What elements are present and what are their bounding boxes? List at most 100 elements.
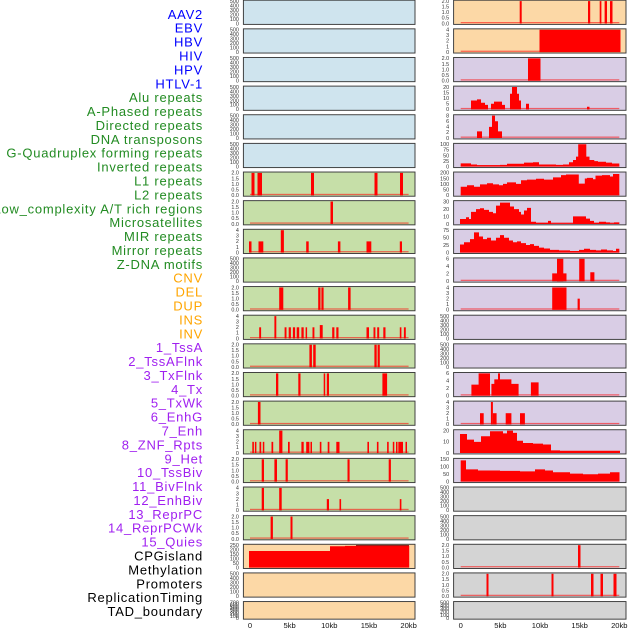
svg-text:Promoters: Promoters: [136, 576, 203, 591]
svg-text:15: 15: [443, 90, 449, 96]
svg-text:25: 25: [443, 243, 449, 249]
svg-text:0.0: 0.0: [231, 193, 239, 199]
svg-text:0: 0: [236, 136, 239, 142]
svg-text:300: 300: [440, 607, 449, 613]
svg-text:0: 0: [236, 451, 239, 457]
svg-text:0: 0: [236, 594, 239, 600]
svg-text:14_ReprPCWk: 14_ReprPCWk: [108, 521, 203, 536]
svg-text:0.5: 0.5: [442, 73, 450, 79]
svg-text:300: 300: [440, 351, 449, 357]
svg-text:2.0: 2.0: [442, 56, 450, 62]
svg-text:3: 3: [446, 33, 449, 39]
svg-text:TAD_boundary: TAD_boundary: [108, 604, 203, 619]
svg-text:Alu repeats: Alu repeats: [129, 90, 203, 105]
svg-text:L1 repeats: L1 repeats: [134, 173, 203, 188]
svg-text:100: 100: [440, 504, 449, 510]
svg-text:500: 500: [230, 85, 239, 91]
svg-text:250: 250: [230, 543, 239, 549]
svg-text:50: 50: [443, 188, 449, 194]
svg-text:2_TssAFlnk: 2_TssAFlnk: [128, 354, 203, 369]
svg-text:2.0: 2.0: [442, 543, 450, 549]
svg-text:50: 50: [443, 153, 449, 159]
svg-text:500: 500: [440, 343, 449, 349]
svg-text:0.0: 0.0: [231, 537, 239, 543]
svg-text:500: 500: [230, 28, 239, 34]
svg-text:0: 0: [248, 621, 252, 630]
svg-text:0.0: 0.0: [442, 565, 450, 571]
svg-text:100: 100: [230, 614, 239, 620]
svg-text:1.5: 1.5: [442, 5, 450, 11]
svg-text:6: 6: [446, 257, 449, 263]
svg-text:200: 200: [230, 156, 239, 162]
svg-text:400: 400: [440, 519, 449, 525]
svg-text:4: 4: [446, 285, 449, 291]
svg-text:1.0: 1.0: [442, 554, 450, 560]
svg-text:1: 1: [236, 445, 239, 451]
svg-text:0: 0: [236, 21, 239, 27]
svg-text:10kb: 10kb: [321, 621, 337, 630]
svg-text:100: 100: [440, 360, 449, 366]
svg-text:0.5: 0.5: [442, 560, 450, 566]
svg-text:EBV: EBV: [175, 21, 203, 36]
svg-text:5kb: 5kb: [494, 621, 506, 630]
svg-text:1.0: 1.0: [231, 468, 239, 474]
svg-text:100: 100: [230, 17, 239, 23]
svg-text:400: 400: [230, 147, 239, 153]
svg-text:400: 400: [440, 490, 449, 496]
svg-text:500: 500: [440, 486, 449, 492]
svg-text:0.0: 0.0: [442, 21, 450, 27]
svg-text:0: 0: [236, 336, 239, 342]
svg-text:400: 400: [230, 261, 239, 267]
svg-text:0: 0: [446, 508, 449, 514]
svg-text:DEL: DEL: [175, 285, 203, 300]
svg-text:200: 200: [230, 70, 239, 76]
svg-text:500: 500: [230, 257, 239, 263]
svg-text:300: 300: [230, 266, 239, 272]
svg-text:100: 100: [230, 590, 239, 596]
svg-text:20kb: 20kb: [611, 621, 627, 630]
svg-text:100: 100: [440, 182, 449, 188]
svg-text:100: 100: [230, 556, 239, 562]
svg-text:200: 200: [230, 41, 239, 47]
svg-text:0: 0: [446, 616, 449, 622]
svg-text:2: 2: [446, 296, 449, 302]
svg-text:3: 3: [236, 491, 239, 497]
svg-text:2.0: 2.0: [231, 371, 239, 377]
svg-text:100: 100: [230, 131, 239, 137]
svg-text:400: 400: [440, 347, 449, 353]
svg-text:200: 200: [230, 98, 239, 104]
svg-text:1.5: 1.5: [231, 377, 239, 383]
svg-text:0: 0: [446, 164, 449, 170]
svg-text:200: 200: [440, 171, 449, 177]
svg-text:400: 400: [230, 32, 239, 38]
svg-text:200: 200: [440, 499, 449, 505]
svg-text:1: 1: [446, 44, 449, 50]
svg-text:200: 200: [440, 528, 449, 534]
svg-text:1.0: 1.0: [231, 382, 239, 388]
svg-text:1.0: 1.0: [442, 583, 450, 589]
svg-text:4_Tx: 4_Tx: [171, 382, 203, 397]
svg-text:Microsatellites: Microsatellites: [109, 215, 203, 230]
svg-text:10kb: 10kb: [532, 621, 548, 630]
svg-text:0.5: 0.5: [231, 359, 239, 365]
svg-text:4: 4: [236, 314, 239, 320]
svg-text:2: 2: [236, 440, 239, 446]
svg-text:7_Enh: 7_Enh: [162, 424, 203, 439]
svg-text:0.5: 0.5: [442, 16, 450, 22]
svg-text:1.5: 1.5: [231, 463, 239, 469]
svg-text:0: 0: [446, 308, 449, 314]
svg-text:2.0: 2.0: [231, 514, 239, 520]
svg-text:4: 4: [446, 125, 449, 131]
svg-text:100: 100: [230, 74, 239, 80]
svg-text:2.0: 2.0: [231, 343, 239, 349]
svg-text:200: 200: [440, 327, 449, 333]
svg-text:5: 5: [446, 102, 449, 108]
svg-text:500: 500: [230, 113, 239, 119]
svg-text:HBV: HBV: [174, 35, 203, 50]
svg-text:Low_complexity A/T rich region: Low_complexity A/T rich regions: [0, 201, 203, 216]
svg-text:2: 2: [236, 239, 239, 245]
svg-text:150: 150: [230, 552, 239, 558]
svg-text:1.5: 1.5: [231, 405, 239, 411]
svg-text:1.0: 1.0: [231, 182, 239, 188]
svg-text:INS: INS: [179, 312, 203, 327]
